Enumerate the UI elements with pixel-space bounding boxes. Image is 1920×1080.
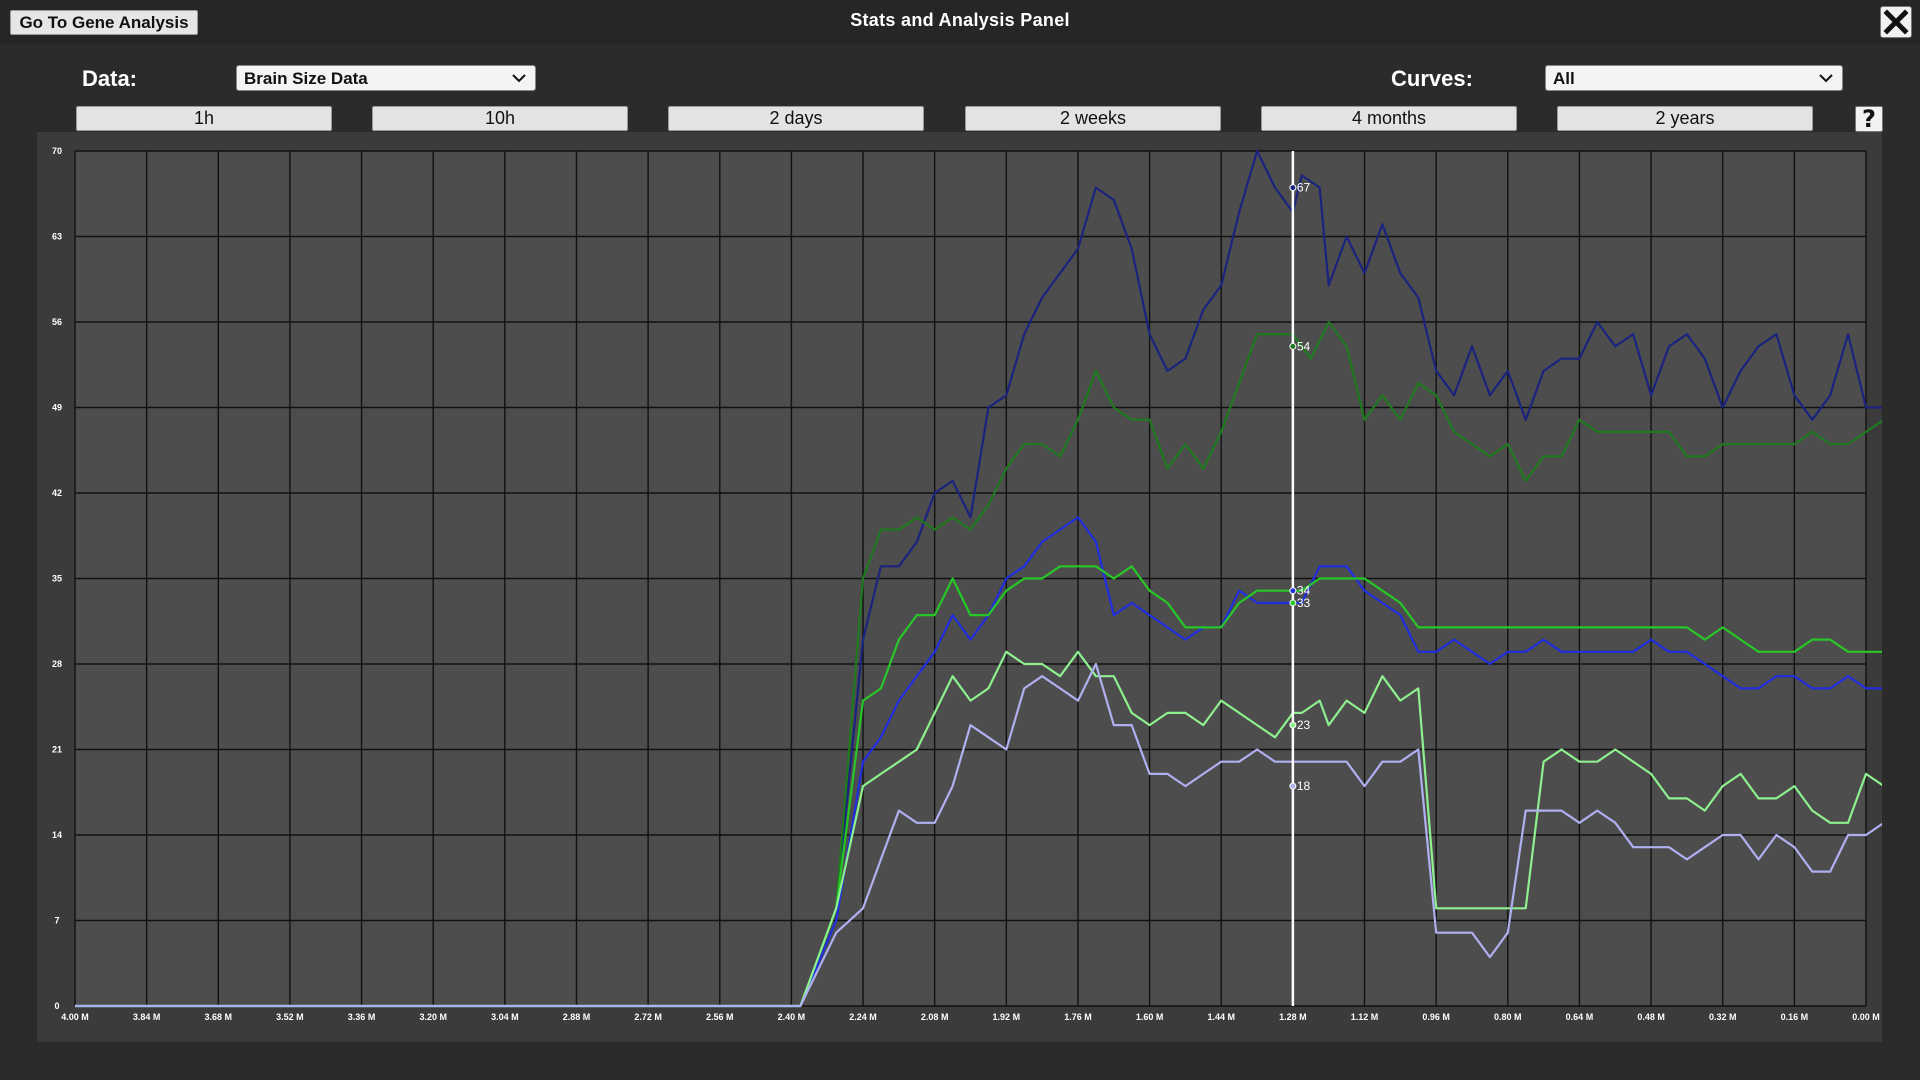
series-line-1 — [75, 149, 1882, 1008]
x-tick-label: 1.28 M — [1279, 1012, 1307, 1022]
x-tick-label: 0.48 M — [1637, 1012, 1665, 1022]
x-tick-label: 0.96 M — [1422, 1012, 1450, 1022]
chevron-down-icon — [1819, 74, 1833, 83]
x-tick-label: 1.12 M — [1351, 1012, 1379, 1022]
x-tick-label: 1.92 M — [993, 1012, 1021, 1022]
y-tick-label: 28 — [52, 659, 62, 669]
cursor-value-label: 23 — [1297, 718, 1311, 732]
close-x-icon — [1883, 9, 1909, 35]
series-line-5 — [75, 650, 1882, 1008]
y-tick-label: 42 — [52, 488, 62, 498]
x-tick-label: 0.16 M — [1781, 1012, 1809, 1022]
x-tick-label: 0.00 M — [1852, 1012, 1880, 1022]
cursor-point — [1289, 599, 1297, 607]
x-tick-label: 2.40 M — [778, 1012, 806, 1022]
top-bar — [0, 0, 1920, 44]
curves-select-value: All — [1553, 69, 1575, 88]
cursor-point — [1289, 342, 1297, 350]
cursor-value-label: 54 — [1297, 339, 1311, 353]
x-tick-label: 3.36 M — [348, 1012, 376, 1022]
x-tick-label: 2.08 M — [921, 1012, 949, 1022]
range-button-2-years[interactable]: 2 years — [1557, 106, 1813, 131]
curves-select[interactable]: All — [1545, 65, 1843, 91]
data-label: Data: — [82, 66, 138, 91]
cursor-value-label: 33 — [1297, 596, 1311, 610]
cursor-value-label: 18 — [1297, 779, 1311, 793]
x-tick-label: 3.68 M — [205, 1012, 233, 1022]
x-tick-label: 0.64 M — [1566, 1012, 1594, 1022]
x-tick-label: 3.20 M — [419, 1012, 447, 1022]
x-tick-label: 0.80 M — [1494, 1012, 1522, 1022]
range-button-2-weeks[interactable]: 2 weeks — [965, 106, 1221, 131]
chevron-down-icon — [512, 74, 526, 83]
series-line-6 — [75, 662, 1882, 1008]
x-tick-label: 1.60 M — [1136, 1012, 1164, 1022]
range-button-4-months[interactable]: 4 months — [1261, 106, 1517, 131]
brain-size-chart[interactable]: 4.00 M 3.84 M 3.68 M 3.52 M 3.36 M 3.20 M 3.04… — [37, 132, 1882, 1042]
cursor-point — [1289, 782, 1297, 790]
series-line-4 — [75, 565, 1882, 1008]
close-button[interactable] — [1880, 6, 1912, 38]
x-tick-label: 1.44 M — [1207, 1012, 1235, 1022]
series-line-2 — [75, 320, 1882, 1008]
y-tick-label: 0 — [54, 1001, 59, 1011]
cursor-point — [1289, 721, 1297, 729]
curves-label: Curves: — [1391, 66, 1473, 91]
x-tick-label: 2.56 M — [706, 1012, 734, 1022]
cursor-value-label: 34 — [1297, 584, 1311, 598]
x-tick-label: 2.88 M — [563, 1012, 591, 1022]
cursor-value-label: 67 — [1297, 181, 1311, 195]
y-tick-label: 56 — [52, 317, 62, 327]
x-tick-label: 3.04 M — [491, 1012, 519, 1022]
range-button-2-days[interactable]: 2 days — [668, 106, 924, 131]
series-line-3 — [75, 516, 1882, 1008]
go-to-gene-analysis-button[interactable]: Go To Gene Analysis — [10, 10, 198, 35]
data-select-value: Brain Size Data — [244, 69, 368, 88]
x-tick-label: 2.24 M — [849, 1012, 877, 1022]
x-tick-label: 3.84 M — [133, 1012, 161, 1022]
data-select[interactable]: Brain Size Data — [236, 65, 536, 91]
help-button[interactable]: ? — [1855, 106, 1883, 132]
x-tick-label: 2.72 M — [634, 1012, 662, 1022]
y-tick-label: 63 — [52, 232, 62, 242]
y-tick-label: 21 — [52, 745, 62, 755]
cursor-point — [1289, 184, 1297, 192]
y-tick-label: 49 — [52, 403, 62, 413]
x-tick-label: 1.76 M — [1064, 1012, 1092, 1022]
range-button-10h[interactable]: 10h — [372, 106, 628, 131]
x-tick-label: 0.32 M — [1709, 1012, 1737, 1022]
cursor-point — [1289, 587, 1297, 595]
y-tick-label: 70 — [52, 146, 62, 156]
x-tick-label: 3.52 M — [276, 1012, 304, 1022]
y-tick-label: 35 — [52, 574, 62, 584]
range-button-1h[interactable]: 1h — [76, 106, 332, 131]
y-tick-label: 7 — [54, 916, 59, 926]
y-tick-label: 14 — [52, 830, 62, 840]
x-tick-label: 4.00 M — [61, 1012, 89, 1022]
